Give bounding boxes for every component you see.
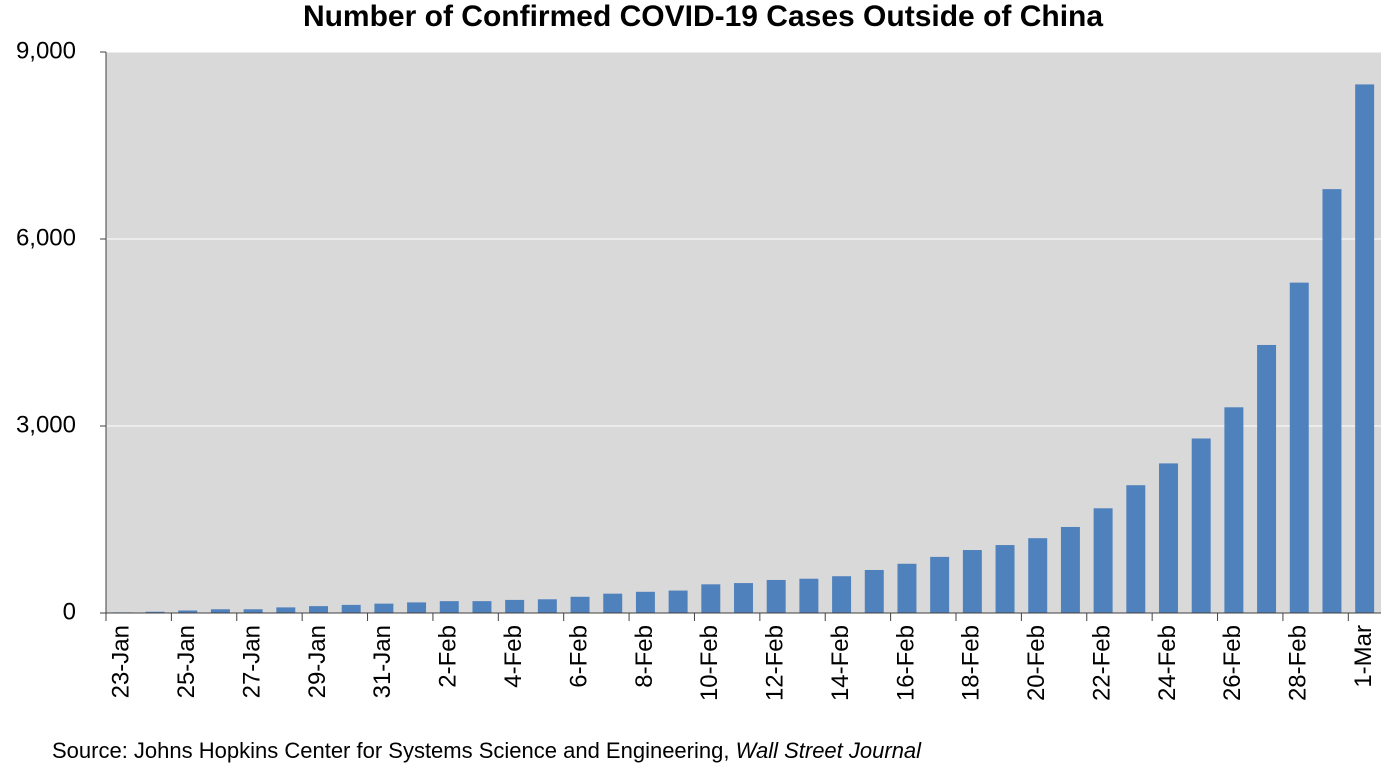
bar — [1060, 526, 1080, 613]
bar — [635, 591, 655, 613]
bar — [1257, 344, 1277, 613]
bar — [472, 601, 492, 613]
x-tick-label: 22-Feb — [1088, 625, 1115, 701]
bar — [243, 609, 263, 613]
x-tick-label: 29-Jan — [304, 625, 331, 698]
bar — [439, 601, 459, 613]
bar — [1126, 485, 1146, 613]
bar — [1028, 538, 1048, 613]
x-tick-label: 12-Feb — [762, 625, 789, 701]
bar — [276, 607, 296, 613]
bar — [897, 563, 917, 613]
bar — [210, 609, 230, 613]
bar — [701, 584, 721, 613]
bar — [537, 599, 557, 613]
bar — [1191, 438, 1211, 613]
x-tick-label: 10-Feb — [696, 625, 723, 701]
bar — [603, 593, 623, 613]
bar — [145, 611, 165, 613]
x-tick-label: 28-Feb — [1285, 625, 1312, 701]
x-tick-label: 18-Feb — [958, 625, 985, 701]
bar — [668, 590, 688, 613]
x-tick-label: 27-Jan — [238, 625, 265, 698]
bar — [1224, 407, 1244, 613]
x-tick-label: 25-Jan — [173, 625, 200, 698]
bar — [374, 603, 394, 613]
bar — [1355, 84, 1375, 613]
y-tick-label: 3,000 — [16, 411, 76, 438]
plot-area — [106, 52, 1381, 613]
bar — [832, 576, 852, 613]
y-tick-label: 0 — [63, 598, 76, 625]
source-note: Source: Johns Hopkins Center for Systems… — [52, 738, 922, 763]
bar — [1093, 508, 1113, 613]
x-tick-label: 31-Jan — [369, 625, 396, 698]
source-text: Source: Johns Hopkins Center for Systems… — [52, 738, 736, 763]
x-tick-label: 20-Feb — [1023, 625, 1050, 701]
bar — [930, 556, 950, 613]
bar — [1159, 463, 1178, 613]
x-tick-label: 8-Feb — [631, 625, 658, 688]
y-tick-label: 6,000 — [16, 224, 76, 251]
bar — [407, 602, 427, 613]
x-tick-label: 2-Feb — [435, 625, 462, 688]
x-tick-label: 4-Feb — [500, 625, 527, 688]
chart-title: Number of Confirmed COVID-19 Cases Outsi… — [303, 0, 1103, 33]
bar — [341, 604, 361, 613]
bar — [1322, 189, 1342, 613]
bar — [799, 578, 819, 613]
bar — [995, 545, 1015, 613]
bar — [864, 569, 884, 613]
bar — [734, 583, 753, 613]
bar — [505, 599, 525, 613]
bar — [309, 606, 328, 613]
x-tick-label: 26-Feb — [1219, 625, 1246, 701]
bar — [962, 550, 982, 613]
bar — [570, 596, 590, 613]
x-tick-label: 6-Feb — [565, 625, 592, 688]
bar — [178, 610, 198, 613]
source-publication: Wall Street Journal — [736, 738, 923, 763]
y-tick-label: 9,000 — [16, 37, 76, 64]
x-tick-label: 24-Feb — [1154, 625, 1181, 701]
x-tick-label: 16-Feb — [892, 625, 919, 701]
x-tick-label: 23-Jan — [108, 625, 135, 698]
x-tick-label: 14-Feb — [827, 625, 854, 701]
bar — [766, 579, 786, 613]
x-tick-label: 1-Mar — [1350, 625, 1377, 688]
bar — [1289, 282, 1309, 613]
